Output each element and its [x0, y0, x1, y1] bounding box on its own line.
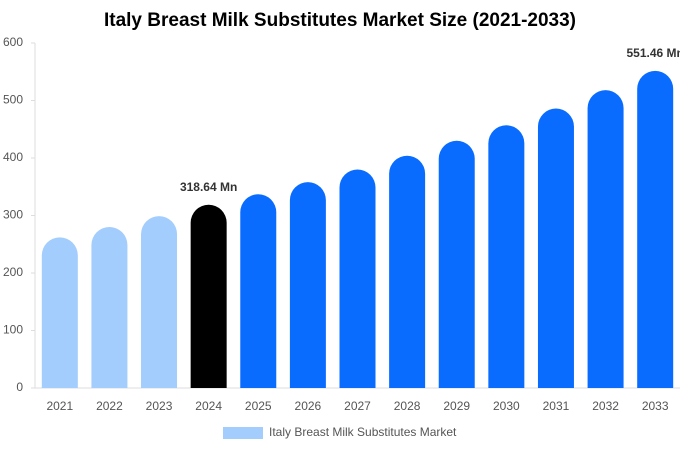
x-tick-label: 2021	[46, 399, 73, 413]
value-label: 551.46 Mn	[627, 46, 680, 60]
bar	[339, 169, 376, 388]
x-tick-label: 2029	[443, 399, 470, 413]
bar	[41, 237, 78, 388]
bar	[190, 204, 227, 388]
bar	[289, 182, 326, 388]
y-tick-label: 500	[3, 93, 23, 107]
y-tick-label: 200	[3, 265, 23, 279]
chart-title: Italy Breast Milk Substitutes Market Siz…	[104, 10, 576, 31]
bar	[91, 227, 128, 388]
x-tick-label: 2030	[493, 399, 520, 413]
y-tick-label: 400	[3, 150, 23, 164]
x-tick-label: 2026	[295, 399, 322, 413]
bar	[438, 140, 475, 388]
legend-swatch	[223, 427, 263, 439]
x-tick-label: 2022	[96, 399, 123, 413]
y-tick-label: 300	[3, 208, 23, 222]
x-tick-label: 2032	[592, 399, 619, 413]
x-tick-label: 2033	[642, 399, 669, 413]
x-tick-label: 2028	[394, 399, 421, 413]
y-tick-label: 600	[3, 35, 23, 49]
x-tick-label: 2024	[195, 399, 222, 413]
bar	[537, 108, 574, 389]
bar	[240, 194, 277, 388]
x-tick-label: 2023	[146, 399, 173, 413]
bar	[141, 216, 178, 388]
bar	[637, 70, 674, 389]
value-label: 318.64 Mn	[180, 180, 237, 194]
x-tick-label: 2025	[245, 399, 272, 413]
legend-label: Italy Breast Milk Substitutes Market	[269, 425, 457, 439]
x-tick-label: 2031	[543, 399, 570, 413]
bar	[587, 90, 624, 388]
x-tick-label: 2027	[344, 399, 371, 413]
y-tick-label: 100	[3, 323, 23, 337]
y-tick-label: 0	[16, 380, 23, 394]
bar	[389, 155, 426, 388]
bar	[488, 125, 525, 388]
